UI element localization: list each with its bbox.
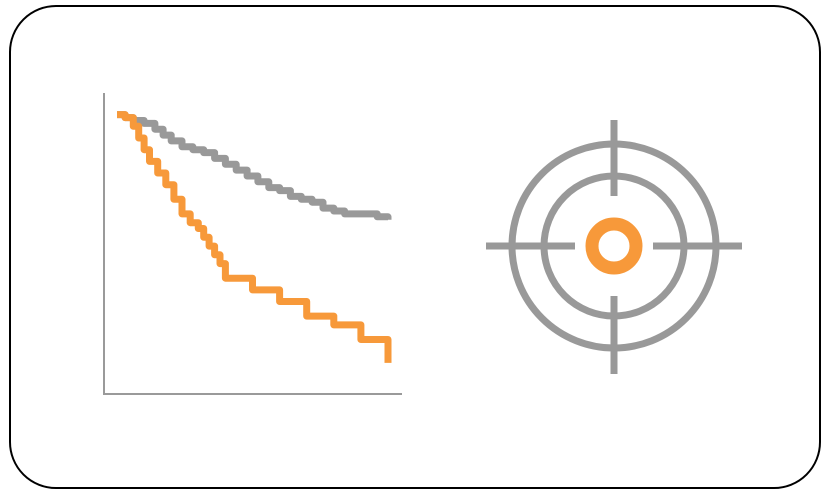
illustration-svg [0, 0, 834, 500]
illustration-canvas [0, 0, 834, 500]
